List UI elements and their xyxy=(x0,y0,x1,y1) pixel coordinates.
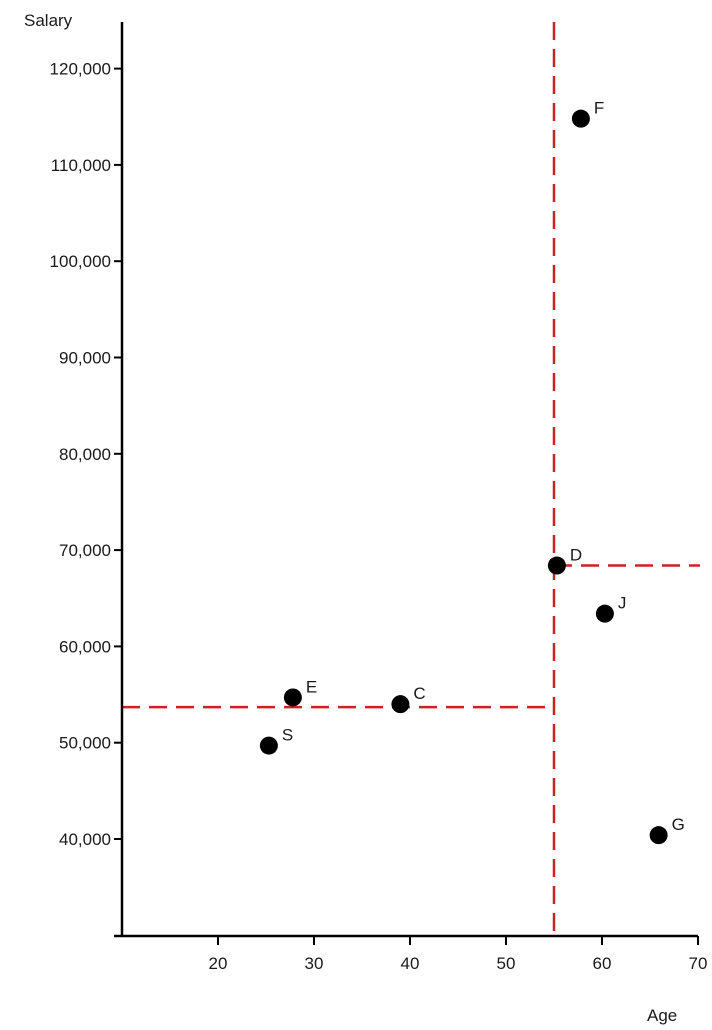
y-tick-label: 100,000 xyxy=(50,252,111,271)
point-label-d: D xyxy=(570,546,582,565)
data-point-d xyxy=(547,556,566,575)
x-tick-label: 40 xyxy=(401,954,420,973)
x-axis-ticks: 20 30 40 50 60 70 xyxy=(209,936,708,973)
data-point-j xyxy=(595,604,614,623)
point-label-e: E xyxy=(306,677,317,696)
y-tick-label: 60,000 xyxy=(59,637,111,656)
y-tick-label: 40,000 xyxy=(59,830,111,849)
data-point-f xyxy=(571,109,590,128)
y-tick-label: 70,000 xyxy=(59,541,111,560)
point-label-f: F xyxy=(594,99,604,118)
data-points: F D J E C S G xyxy=(259,99,685,845)
data-point-e xyxy=(283,688,302,707)
x-tick-label: 60 xyxy=(593,954,612,973)
x-axis-title: Age xyxy=(647,1006,677,1025)
data-point-s xyxy=(259,736,278,755)
data-point-c xyxy=(391,695,410,714)
point-label-g: G xyxy=(672,815,685,834)
y-tick-label: 120,000 xyxy=(50,60,111,79)
y-axis-ticks: 40,000 50,000 60,000 70,000 80,000 90,000 100,… xyxy=(50,60,122,849)
point-label-j: J xyxy=(618,594,627,613)
point-label-c: C xyxy=(413,684,425,703)
x-tick-label: 20 xyxy=(209,954,228,973)
axes xyxy=(114,22,698,938)
x-tick-label: 50 xyxy=(497,954,516,973)
reference-lines xyxy=(122,22,700,936)
data-point-g xyxy=(649,826,668,845)
y-axis-title: Salary xyxy=(24,11,73,30)
x-tick-label: 30 xyxy=(305,954,324,973)
y-tick-label: 80,000 xyxy=(59,445,111,464)
y-tick-label: 90,000 xyxy=(59,349,111,368)
x-tick-label: 70 xyxy=(689,954,708,973)
point-label-s: S xyxy=(282,726,293,745)
y-tick-label: 110,000 xyxy=(51,156,111,175)
y-tick-label: 50,000 xyxy=(59,734,111,753)
